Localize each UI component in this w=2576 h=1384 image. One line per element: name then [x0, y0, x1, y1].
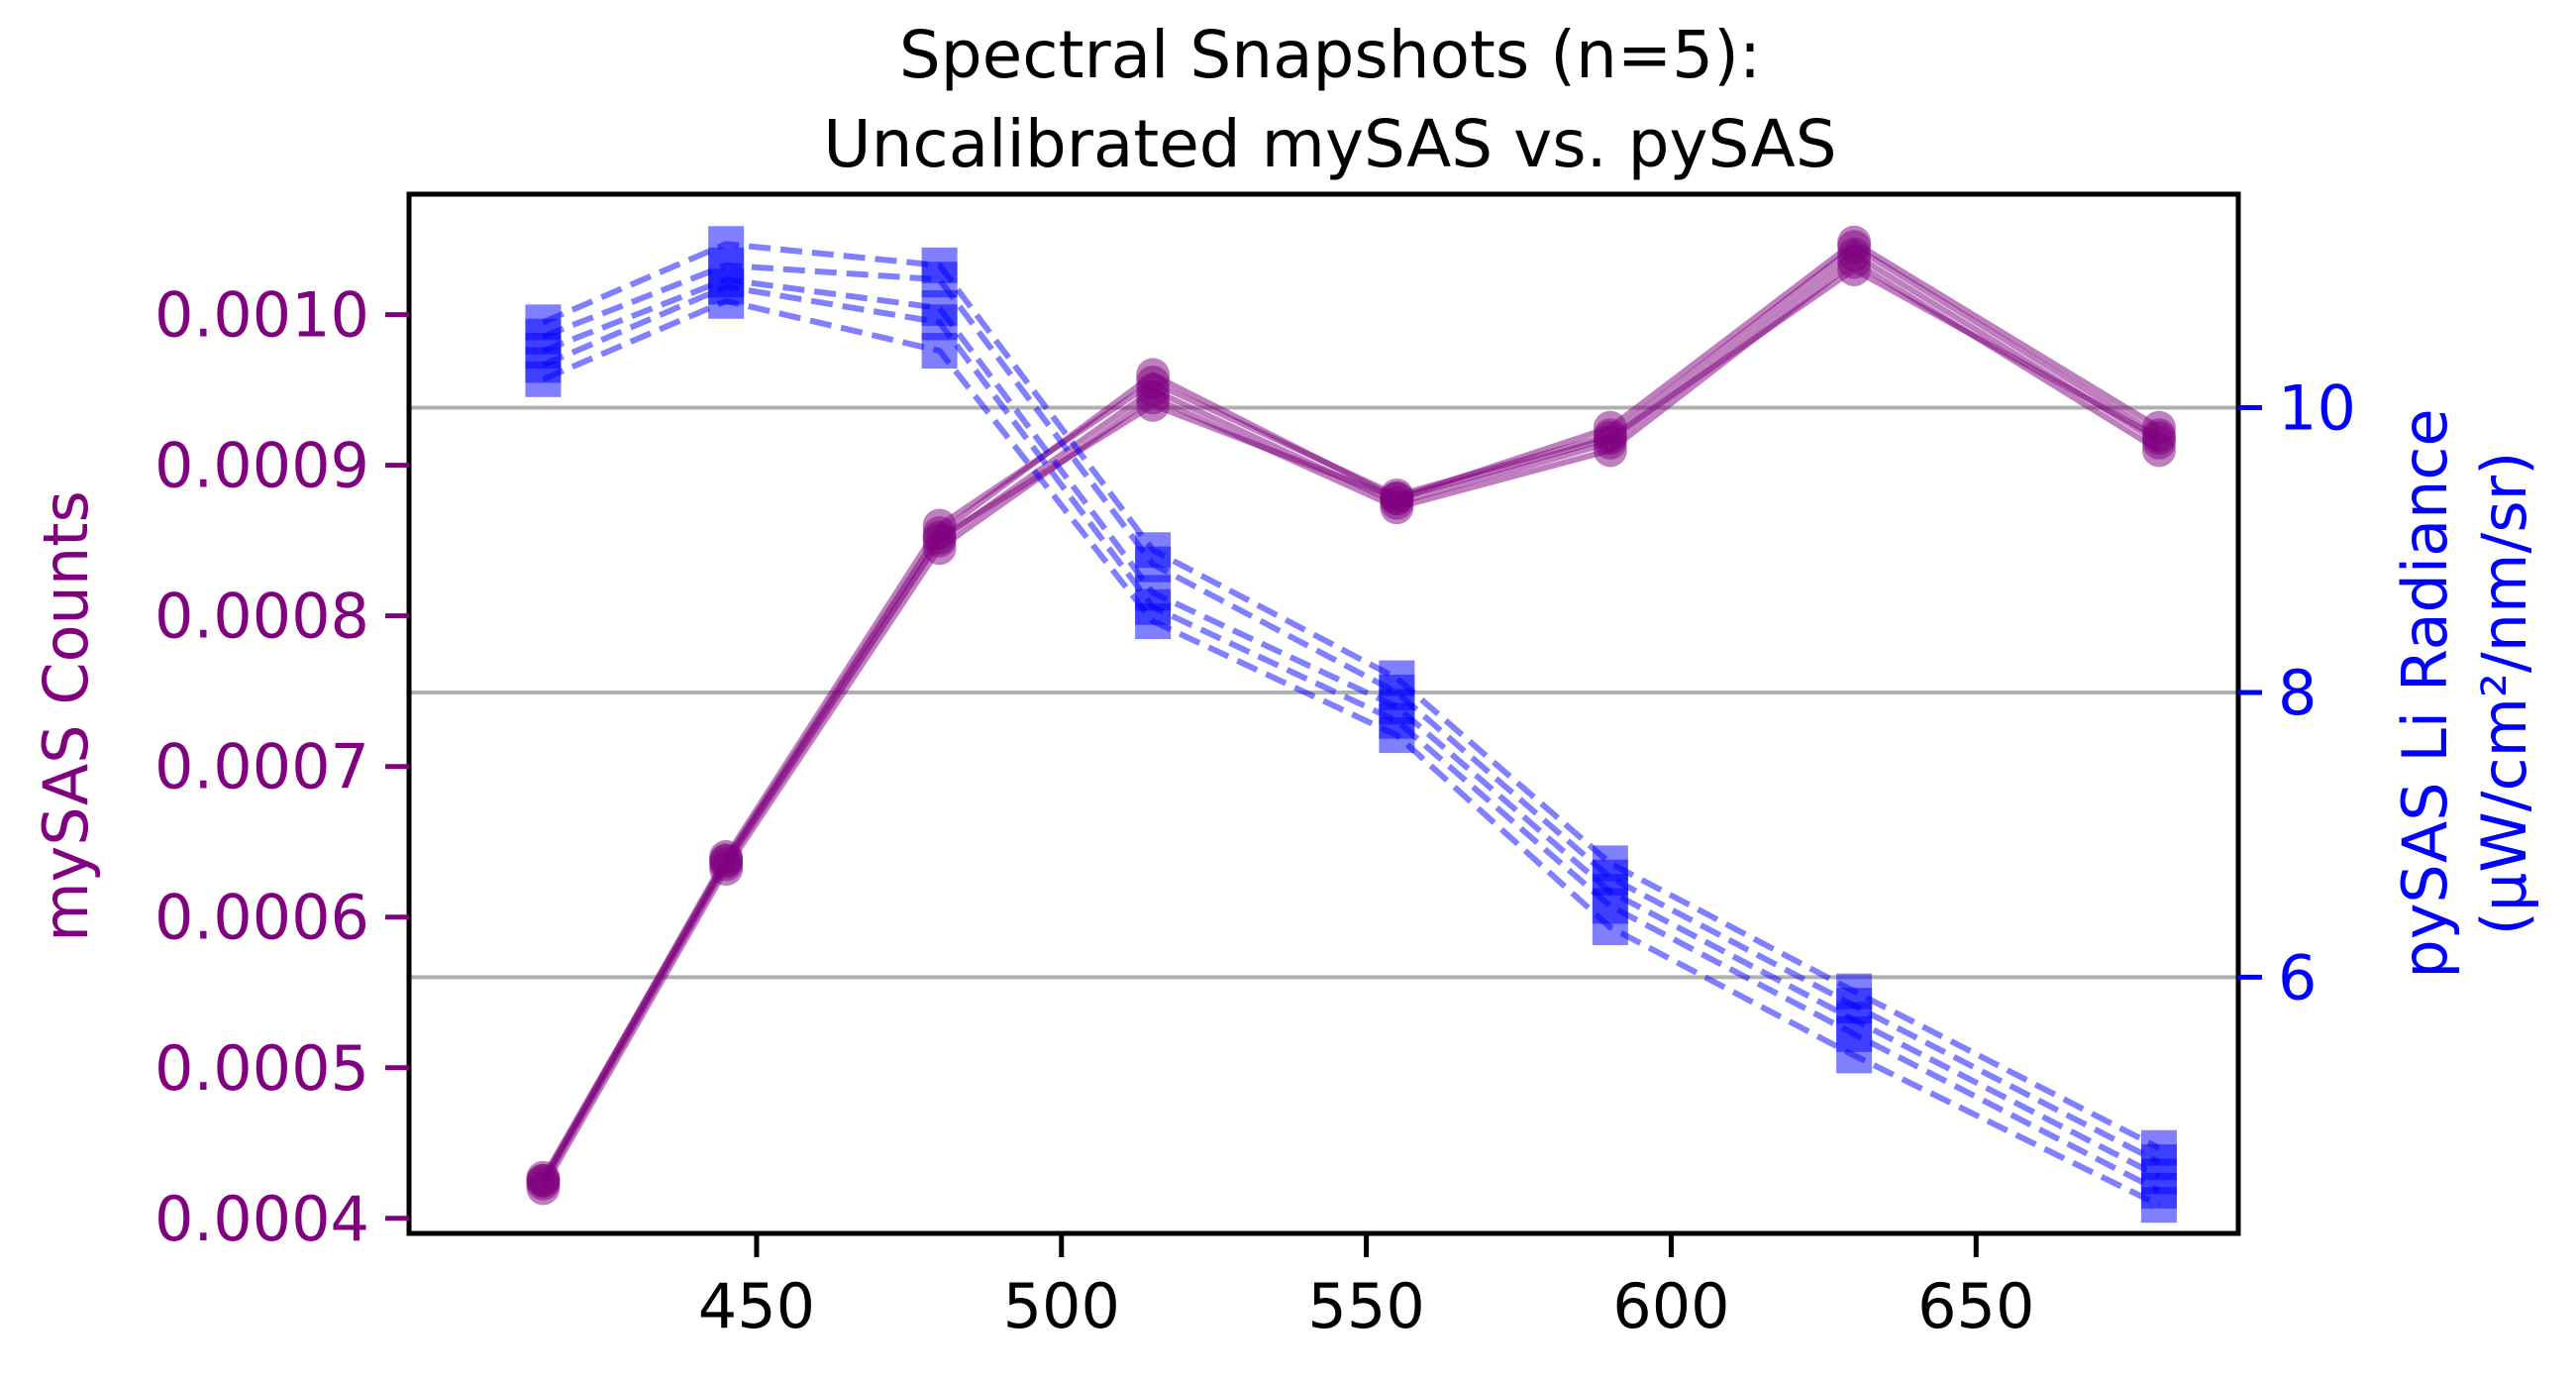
- x-tick-label: 600: [1612, 1270, 1729, 1342]
- right-series-marker: [1592, 909, 1628, 946]
- right-series-group: [525, 226, 2177, 1224]
- right-series-marker: [525, 361, 562, 397]
- left-series-line: [540, 266, 2161, 1183]
- left-series-marker: [922, 520, 957, 555]
- right-series-marker: [1135, 603, 1172, 640]
- x-tick-label: 450: [698, 1270, 815, 1342]
- y-right-tick-label: 6: [2278, 941, 2317, 1013]
- left-series-marker: [526, 1163, 561, 1198]
- left-series-marker: [1136, 387, 1171, 422]
- right-series-line: [542, 283, 2161, 1194]
- y-left-tick-label: 0.0007: [155, 731, 369, 803]
- y-right-tick-label: 10: [2278, 373, 2356, 445]
- right-series-line: [542, 241, 2161, 1151]
- left-series-group: [526, 225, 2176, 1206]
- gridlines: [409, 405, 2238, 980]
- y-left-tick-label: 0.0004: [155, 1183, 369, 1255]
- plot-frame: [406, 191, 2241, 1236]
- y-right-axis-label-line1: pySAS Li Radiance: [2389, 408, 2461, 978]
- y-axis-right: 6 8 10: [2238, 373, 2356, 1013]
- right-series-line: [542, 297, 2161, 1208]
- y-right-tick-label: 8: [2278, 657, 2317, 729]
- x-tick-label: 500: [1003, 1270, 1120, 1342]
- right-series-marker: [921, 333, 958, 370]
- x-tick-label: 550: [1307, 1270, 1424, 1342]
- y-left-tick-label: 0.0009: [155, 430, 369, 502]
- y-axis-left: 0.0004 0.0005 0.0006 0.0007 0.0008 0.0009 0.00…: [155, 279, 409, 1255]
- left-series-marker: [1380, 481, 1414, 516]
- right-series-marker: [2140, 1187, 2177, 1224]
- y-left-tick-label: 0.0010: [155, 279, 369, 352]
- y-right-axis-label-line2: (µW/cm²/nm/sr): [2468, 452, 2540, 936]
- y-left-tick-label: 0.0005: [155, 1032, 369, 1105]
- left-series-marker: [2141, 421, 2176, 456]
- y-left-axis-label: mySAS Counts: [30, 490, 102, 942]
- y-left-tick-label: 0.0006: [155, 882, 369, 954]
- right-series-line: [542, 276, 2161, 1180]
- right-series-line: [542, 262, 2161, 1165]
- left-series-marker: [1593, 421, 1627, 456]
- x-tick-label: 650: [1917, 1270, 2034, 1342]
- x-axis: 450 500 550 600 650: [698, 1233, 2034, 1342]
- chart-title-line2: Uncalibrated mySAS vs. pySAS: [823, 106, 1836, 182]
- left-series-line: [540, 251, 2161, 1186]
- right-series-marker: [1836, 1037, 1873, 1074]
- right-series-marker: [708, 282, 745, 319]
- chart-title-line1: Spectral Snapshots (n=5):: [899, 17, 1761, 93]
- left-series-marker: [1837, 253, 1872, 287]
- right-series-marker: [1379, 717, 1415, 754]
- left-series-line: [540, 243, 2161, 1183]
- y-left-tick-label: 0.0008: [155, 581, 369, 653]
- left-series-marker: [709, 844, 744, 879]
